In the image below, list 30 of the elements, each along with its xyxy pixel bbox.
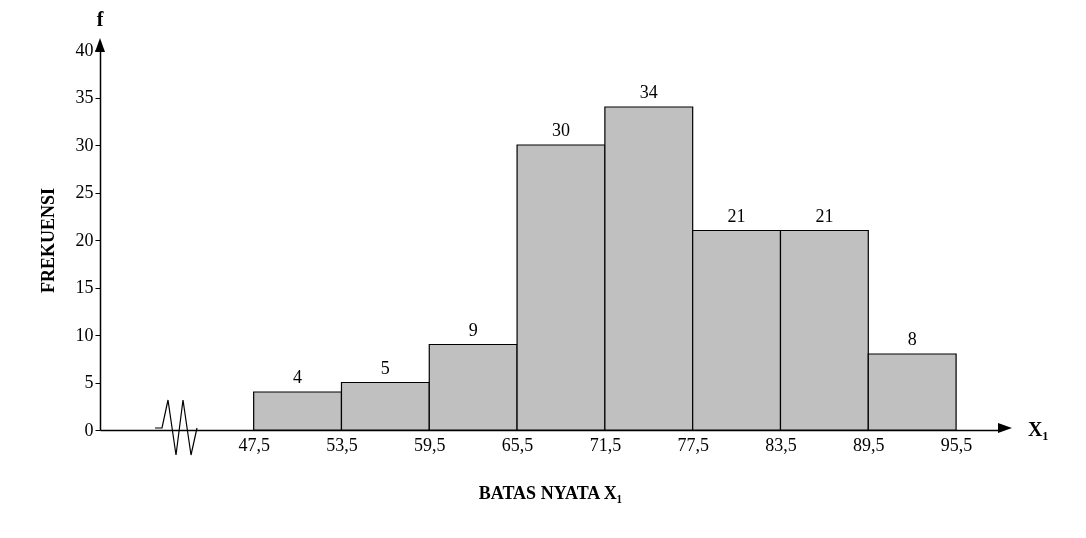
data-label: 8 — [907, 329, 917, 349]
x-tick-label: 83,5 — [765, 434, 797, 455]
y-tick-label: 20 — [75, 229, 94, 250]
y-tick-label: 0 — [84, 419, 94, 440]
y-tick-label: 35 — [75, 87, 94, 107]
y-tick-label: 40 — [75, 39, 94, 60]
text: f — [96, 8, 104, 30]
x-tick-label: 71,5 — [589, 434, 622, 455]
data-label: 21 — [727, 205, 746, 226]
x-axis-title: BATAS NYATA X₁ — [478, 482, 623, 503]
data-label: 30 — [551, 120, 570, 140]
data-label: 4 — [293, 367, 303, 387]
y-tick-label: 25 — [75, 182, 94, 202]
y-tick-label: 10 — [75, 324, 94, 345]
data-label: 21 — [815, 205, 834, 226]
y-tick-label: 30 — [75, 134, 94, 155]
x-tick-label: 89,5 — [853, 434, 885, 455]
data-label: 34 — [639, 82, 658, 102]
text: X₁ — [1028, 418, 1049, 440]
data-label: 5 — [380, 357, 390, 378]
y-tick-label: 15 — [75, 277, 94, 297]
x-tick-label: 77,5 — [677, 434, 709, 455]
x-tick-label: 95,5 — [940, 434, 973, 455]
x-tick-label: 47,5 — [238, 434, 270, 455]
data-label: 9 — [468, 319, 478, 340]
x-tick-label: 53,5 — [326, 434, 358, 455]
x-tick-label: 65,5 — [501, 434, 534, 455]
x-tick-label: 59,5 — [414, 434, 446, 455]
y-axis-title: FREKUENSI — [37, 187, 58, 294]
y-tick-label: 5 — [84, 372, 94, 392]
